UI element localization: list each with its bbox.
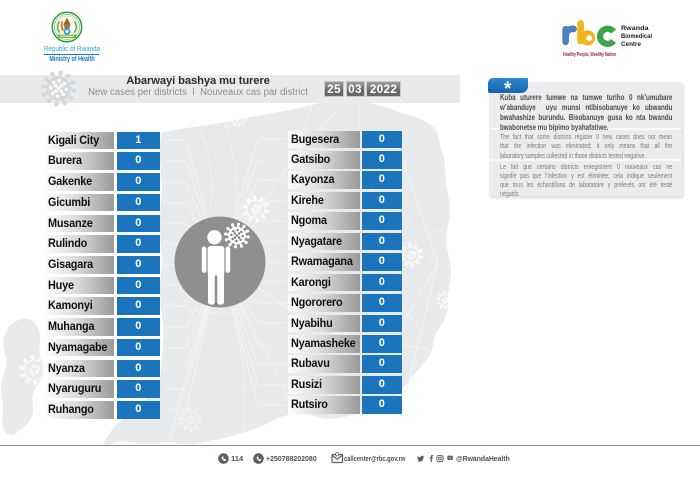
svg-text:Centre: Centre bbox=[621, 41, 641, 48]
svg-text:Healthy People, Wealthy Nation: Healthy People, Wealthy Nation bbox=[563, 52, 616, 58]
svg-text:Biomedical: Biomedical bbox=[621, 33, 652, 40]
svg-text:Rwanda: Rwanda bbox=[621, 25, 649, 32]
